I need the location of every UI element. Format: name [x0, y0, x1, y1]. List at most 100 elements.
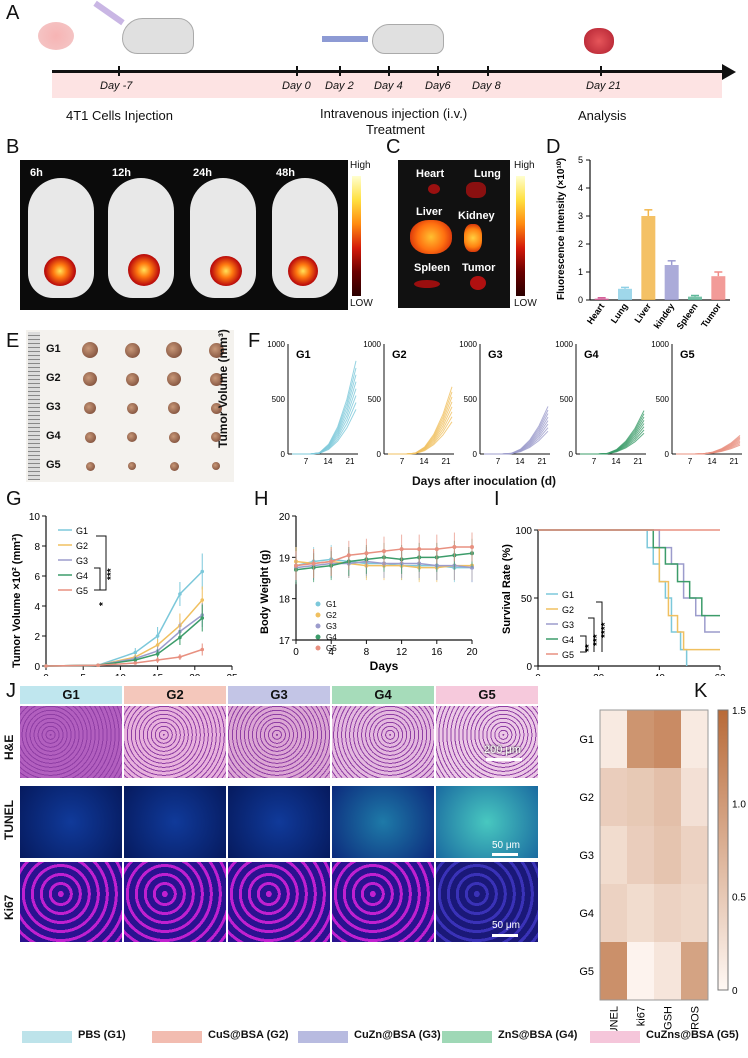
tumor-sample — [127, 432, 137, 442]
organ-liver — [410, 220, 452, 254]
d-category-label: Lung — [609, 301, 630, 325]
colorbar-b — [352, 176, 361, 296]
f-mouse-curve — [580, 413, 645, 455]
f-group-title: G5 — [680, 349, 695, 361]
d-bar — [594, 298, 609, 300]
organ-lung — [466, 182, 486, 198]
time-label: 48h — [276, 167, 295, 179]
tick-day-8 — [487, 66, 489, 76]
histology-image — [124, 706, 226, 778]
histology-image — [20, 706, 122, 778]
tumor-sample — [166, 342, 182, 358]
panel-label-c: C — [386, 136, 401, 158]
g-ytick-label: 4 — [34, 602, 40, 613]
f-ytick-label: 0 — [473, 450, 478, 459]
f-group-title: G2 — [392, 349, 407, 361]
k-cell — [627, 710, 654, 768]
organ-label: Heart — [416, 168, 445, 180]
legend-swatch — [590, 1031, 640, 1043]
h-ytick-label: 17 — [279, 636, 291, 647]
row-label: H&E — [2, 734, 16, 760]
d-ytick-label: 3 — [578, 211, 583, 221]
g-xtick-label: 25 — [226, 673, 238, 676]
f-ytick-label: 1000 — [267, 340, 285, 349]
organ-label: Liver — [416, 206, 443, 218]
mouse-icon-left — [122, 18, 194, 54]
d-category-label: kindey — [652, 301, 677, 330]
g-ytick-label: 0 — [34, 662, 40, 673]
g-point — [133, 658, 138, 662]
g-point — [200, 598, 205, 602]
d-ytick-label: 0 — [578, 295, 583, 305]
syringe-icon-mid — [322, 36, 368, 42]
f-xtick-label: 14 — [612, 457, 621, 466]
h-legend-label: G3 — [326, 622, 337, 631]
i-series-line — [538, 529, 720, 633]
organ-label: Kidney — [458, 210, 495, 222]
tick-day-4 — [388, 66, 390, 76]
g-significance-bracket — [94, 567, 101, 591]
k-row-label: G1 — [579, 734, 594, 746]
organ-kidney — [464, 224, 482, 252]
k-colorbar-label: 0.5 — [732, 893, 746, 904]
i-ylabel: Survival Rate (%) — [501, 544, 513, 634]
g-series-line — [45, 570, 203, 667]
tumor-sample — [167, 372, 181, 386]
legend-label: CuZn@BSA (G3) — [354, 1029, 441, 1041]
g-point — [200, 616, 205, 620]
h-ylabel: Body Weight (g) — [259, 550, 271, 634]
h-xtick-label: 4 — [328, 647, 334, 658]
k-cell — [654, 942, 681, 1000]
tick-day-0 — [296, 66, 298, 76]
h-legend-swatch — [315, 623, 321, 629]
k-cell — [627, 884, 654, 942]
mouse-icon-mid — [372, 24, 444, 54]
histology-image — [124, 786, 226, 858]
k-row-label: G3 — [579, 850, 594, 862]
g-point — [155, 652, 160, 656]
h-legend-swatch — [315, 634, 321, 640]
tumor-sample — [169, 461, 179, 471]
f-xtick-label: 14 — [420, 457, 429, 466]
h-point — [452, 545, 457, 549]
k-col-label: ROS — [690, 1006, 702, 1030]
f-ytick-label: 500 — [464, 395, 478, 404]
i-legend-label: G1 — [562, 590, 574, 600]
k-cell — [600, 768, 627, 826]
panel-label-i: I — [494, 488, 500, 510]
legend-swatch — [22, 1031, 72, 1043]
chart-f: 1000 500 0 7 14 21 G1 1000 500 0 7 14 21 G2 1000 500 0 7 1… — [267, 340, 742, 466]
colorbar-high: High — [514, 160, 535, 171]
chart-d: Fluorescence intensity (×10¹⁰) 0 1 2 3 4 5 Hea… — [556, 155, 730, 331]
cells-injection-label: 4T1 Cells Injection — [66, 108, 173, 123]
g-xtick-label: 10 — [115, 673, 127, 676]
tumor-sample — [82, 342, 98, 358]
tick-day-6 — [437, 66, 439, 76]
f-group-title: G1 — [296, 349, 311, 361]
group-header: G4 — [332, 686, 434, 704]
f-mouse-curve — [292, 360, 357, 455]
colorbar-high: High — [350, 160, 371, 171]
k-row-label: G5 — [579, 966, 594, 978]
f-mouse-curve — [292, 374, 357, 455]
tick-day-2 — [339, 66, 341, 76]
h-xtick-label: 20 — [466, 647, 478, 658]
h-ytick-label: 19 — [279, 553, 291, 564]
h-point — [399, 547, 404, 552]
k-col-label: ki67 — [636, 1006, 648, 1026]
d-category-label: Tumor — [699, 301, 723, 330]
day-label: Day 21 — [586, 80, 621, 92]
group-header: G1 — [20, 686, 122, 704]
legend-label: CuS@BSA (G2) — [208, 1029, 289, 1041]
histology-image — [124, 862, 226, 942]
d-ytick-label: 2 — [578, 239, 583, 249]
panel-label-b: B — [6, 136, 20, 158]
i-xtick-label: 0 — [535, 673, 541, 676]
d-ytick-label: 1 — [578, 267, 583, 277]
histology-image — [436, 862, 538, 942]
histology-image — [228, 862, 330, 942]
day-label: Day 0 — [282, 80, 311, 92]
organ-label: Spleen — [414, 262, 451, 274]
group-label: G1 — [46, 343, 61, 355]
h-ytick-label: 18 — [279, 595, 291, 606]
